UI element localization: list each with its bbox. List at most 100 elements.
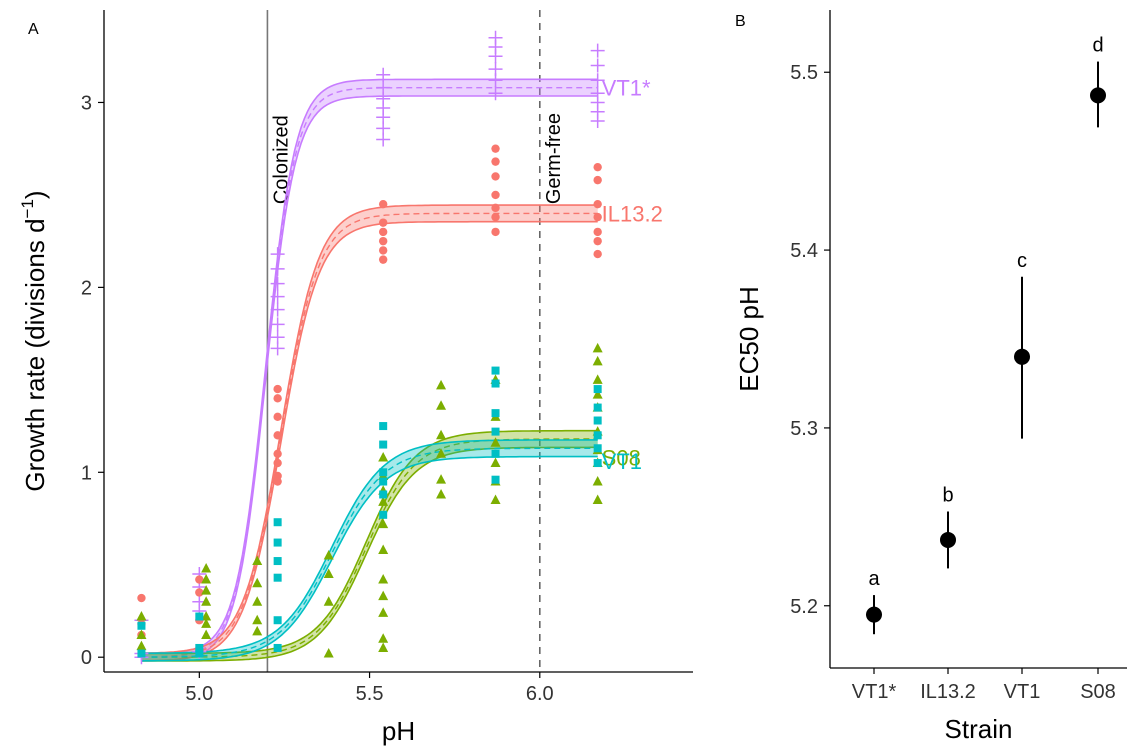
point-s08: [592, 494, 603, 505]
ec50-point-il13-2: [940, 531, 956, 548]
point-il13-2: [273, 477, 282, 486]
y-tick-label-a: 2: [81, 277, 92, 299]
y-axis-title-a-end: ): [20, 190, 50, 199]
point-il13-2: [195, 588, 204, 597]
point-vt1: [379, 510, 388, 519]
point-il13-2: [593, 199, 602, 209]
significance-letter-il13-2: b: [942, 485, 953, 507]
point-il13-2: [491, 172, 500, 181]
ec50-il13-2: b: [940, 485, 956, 569]
fit-upper-vt1: [141, 439, 598, 655]
point-vt1: [593, 431, 602, 440]
point-il13-2: [195, 575, 204, 584]
point-vt1: [195, 612, 204, 621]
fit-lower-il13-2: [141, 220, 598, 662]
y-tick-label-a: 3: [81, 92, 92, 114]
point-vt1: [270, 341, 285, 356]
panel-label-a: A: [28, 21, 39, 38]
point-vt1: [491, 427, 500, 436]
vline-label-germ-free: Germ-free: [543, 113, 565, 204]
ec50-s08: d: [1090, 35, 1106, 128]
point-s08: [592, 374, 603, 384]
point-il13-2: [378, 246, 388, 255]
point-vt1: [273, 573, 282, 582]
fit-lower-vt1: [141, 455, 598, 662]
point-il13-2: [593, 162, 602, 172]
point-vt1: [137, 649, 146, 658]
point-vt1: [590, 113, 605, 128]
ec50-point-vt1: [1014, 348, 1030, 365]
point-il13-2: [491, 144, 500, 153]
point-il13-2: [491, 190, 500, 200]
point-il13-2: [378, 227, 388, 237]
points-vt1: [137, 366, 602, 658]
fit-mean-il13-2: [141, 212, 598, 658]
fit-mean-vt1: [141, 447, 598, 658]
fit-band-vt1: [141, 79, 598, 661]
point-s08: [201, 574, 212, 584]
point-s08: [490, 437, 501, 447]
panel-label-b: B: [735, 13, 746, 30]
point-vt1: [488, 73, 503, 88]
point-vt1: [137, 621, 146, 630]
point-il13-2: [273, 412, 282, 422]
fit-curves: [141, 78, 598, 662]
point-vt1: [270, 276, 285, 291]
point-vt1: [379, 468, 388, 477]
significance-letter-s08: d: [1092, 35, 1103, 57]
fit-vt1: [141, 439, 598, 662]
point-s08: [378, 607, 389, 617]
axes-b: 5.2 5.3 5.4 5.5 VT1* IL13.2 VT1 S08: [790, 10, 1127, 703]
y-axis-title-a-sup: −1: [18, 199, 37, 218]
point-vt1: [491, 449, 500, 458]
point-s08: [592, 342, 603, 353]
point-s08: [136, 640, 147, 651]
x-tick-label-a: 5.5: [356, 683, 384, 705]
fit-lower-vt1: [141, 95, 598, 662]
point-s08: [378, 642, 389, 652]
point-vt1: [379, 440, 388, 449]
y-tick-label-b: 5.3: [790, 418, 818, 440]
point-vt1: [491, 379, 500, 388]
ec50-points: a b c d: [866, 35, 1106, 635]
fit-lower-s08: [141, 446, 598, 662]
significance-letter-vt1: a: [868, 568, 880, 590]
point-vt1: [273, 643, 282, 652]
fit-s08: [141, 429, 598, 662]
point-s08: [436, 400, 447, 410]
point-vt1: [273, 518, 282, 527]
point-vt1: [270, 289, 285, 304]
point-il13-2: [273, 384, 282, 394]
point-il13-2: [273, 458, 282, 468]
series-label-vt1: VT1: [602, 449, 642, 474]
point-s08: [201, 611, 212, 621]
ec50-vt1: a: [866, 568, 882, 635]
point-vt1: [379, 422, 388, 431]
point-s08: [323, 568, 334, 578]
point-il13-2: [378, 199, 388, 209]
reference-lines: Colonized Germ-free: [266, 10, 565, 672]
vline-label-colonized: Colonized: [270, 115, 292, 204]
point-s08: [378, 590, 389, 601]
y-tick-label-b: 5.4: [790, 240, 818, 262]
point-s08: [201, 618, 212, 628]
point-s08: [490, 457, 501, 468]
point-il13-2: [273, 431, 282, 440]
fit-upper-vt1: [141, 78, 598, 655]
series-label-vt1: VT1*: [602, 76, 651, 101]
point-il13-2: [593, 227, 602, 237]
x-tick-label-b: IL13.2: [920, 681, 976, 703]
x-tick-label-b: S08: [1080, 681, 1116, 703]
y-tick-label-b: 5.5: [790, 62, 818, 84]
point-vt1: [488, 86, 503, 101]
point-s08: [252, 625, 263, 636]
point-s08: [201, 629, 212, 640]
panel-b-ec50: B a b c d 5.2 5.3 5.4 5.5 VT1* IL13.2 VT1 S08 Stra…: [734, 10, 1127, 744]
point-vt1: [491, 409, 500, 418]
point-vt1: [379, 490, 388, 499]
point-s08: [490, 494, 501, 505]
point-s08: [201, 585, 212, 595]
point-vt1: [270, 261, 285, 276]
